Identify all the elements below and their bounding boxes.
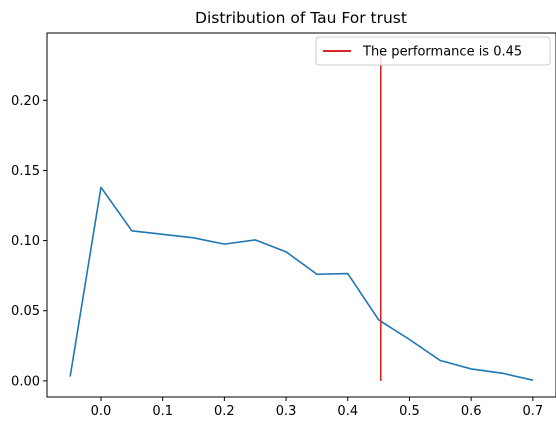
x-tick-label: 0.5 [399, 404, 420, 419]
y-tick-label: 0.15 [11, 164, 40, 179]
y-tick-label: 0.20 [11, 94, 40, 109]
x-tick-label: 0.4 [337, 404, 358, 419]
legend: The performance is 0.45 [315, 36, 551, 66]
y-tick-label: 0.00 [11, 374, 40, 389]
x-tick-label: 0.3 [276, 404, 297, 419]
y-tick-label: 0.05 [11, 304, 40, 319]
plot-area-frame [46, 32, 556, 398]
legend-label: The performance is 0.45 [362, 45, 522, 60]
chart-title: Distribution of Tau For trust [195, 9, 407, 27]
x-tick-label: 0.7 [523, 404, 544, 419]
series-line-0 [69, 186, 534, 381]
x-tick-label: 0.2 [214, 404, 235, 419]
x-tick-label: 0.0 [91, 404, 112, 419]
x-tick-label: 0.6 [461, 404, 482, 419]
x-tick-label: 0.1 [152, 404, 173, 419]
legend-box [315, 36, 551, 66]
y-tick-label: 0.10 [11, 234, 40, 249]
